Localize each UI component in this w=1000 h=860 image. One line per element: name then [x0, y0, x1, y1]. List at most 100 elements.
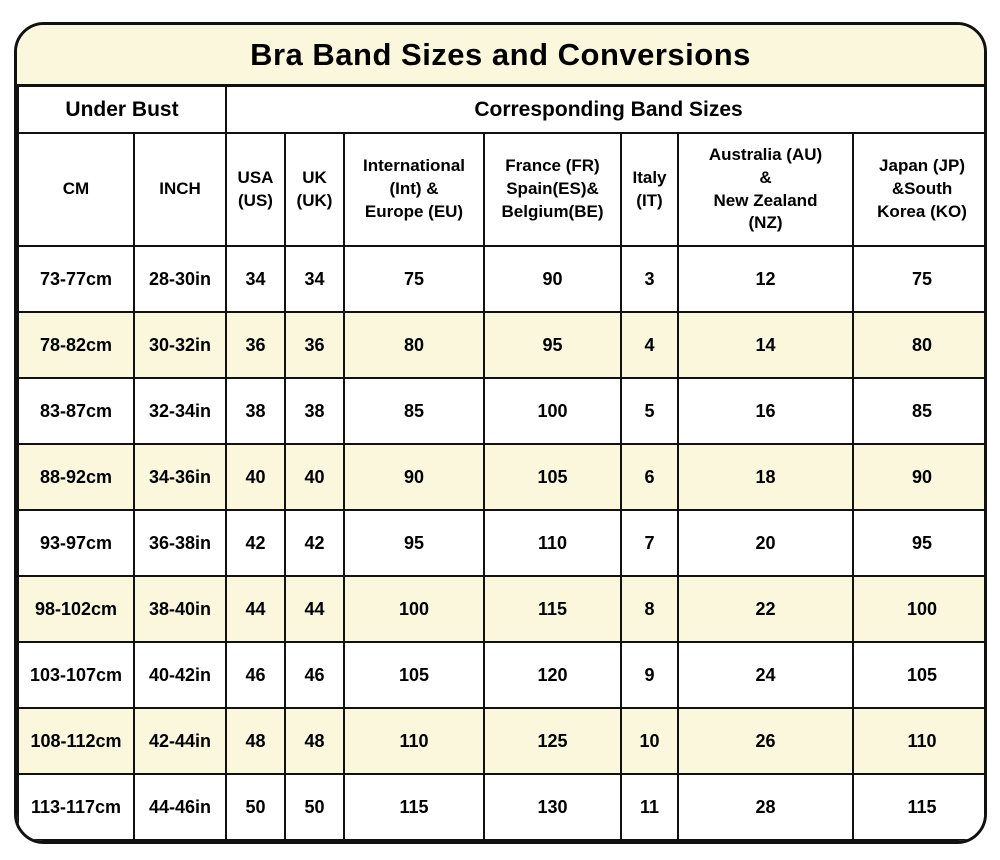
table-cell: 6	[620, 443, 679, 511]
table-cell: 105	[851, 641, 984, 709]
table-cell: 3	[620, 245, 679, 313]
table-cell: 90	[851, 443, 984, 511]
table-cell: 95	[343, 509, 485, 577]
table-cell: 73-77cm	[17, 245, 135, 313]
table-cell: 46	[284, 641, 345, 709]
table-cell: 105	[343, 641, 485, 709]
table-cell: 40-42in	[133, 641, 227, 709]
table-cell: 48	[284, 707, 345, 775]
table-cell: 80	[851, 311, 984, 379]
table-cell: 98-102cm	[17, 575, 135, 643]
table-cell: 44-46in	[133, 773, 227, 841]
table-cell: 44	[284, 575, 345, 643]
table-cell: 12	[677, 245, 854, 313]
table-row: 108-112cm 42-44in 48 48 110 125 10 26 110	[17, 707, 984, 775]
table-cell: 40	[225, 443, 286, 511]
table-cell: 26	[677, 707, 854, 775]
table-group-header-row: Under Bust Corresponding Band Sizes	[17, 85, 984, 134]
table-cell: 5	[620, 377, 679, 445]
column-header-japan-south-korea: Japan (JP) &South Korea (KO)	[851, 132, 984, 247]
table-cell: 130	[483, 773, 622, 841]
group-header-under-bust: Under Bust	[17, 85, 227, 134]
table-cell: 100	[851, 575, 984, 643]
table-cell: 38	[284, 377, 345, 445]
table-cell: 95	[483, 311, 622, 379]
table-cell: 110	[851, 707, 984, 775]
table-row: 103-107cm 40-42in 46 46 105 120 9 24 105	[17, 641, 984, 709]
table-cell: 105	[483, 443, 622, 511]
table-cell: 42	[225, 509, 286, 577]
column-header-uk: UK (UK)	[284, 132, 345, 247]
table-cell: 115	[343, 773, 485, 841]
table-cell: 103-107cm	[17, 641, 135, 709]
column-header-usa: USA (US)	[225, 132, 286, 247]
table-cell: 110	[343, 707, 485, 775]
table-cell: 9	[620, 641, 679, 709]
table-cell: 115	[851, 773, 984, 841]
table-cell: 113-117cm	[17, 773, 135, 841]
table-cell: 16	[677, 377, 854, 445]
table-cell: 50	[225, 773, 286, 841]
column-header-international-europe: International (Int) & Europe (EU)	[343, 132, 485, 247]
column-header-inch: INCH	[133, 132, 227, 247]
table-cell: 38-40in	[133, 575, 227, 643]
table-cell: 78-82cm	[17, 311, 135, 379]
column-header-australia-new-zealand: Australia (AU) & New Zealand (NZ)	[677, 132, 854, 247]
table-cell: 115	[483, 575, 622, 643]
table-cell: 83-87cm	[17, 377, 135, 445]
table-cell: 110	[483, 509, 622, 577]
table-row: 113-117cm 44-46in 50 50 115 130 11 28 115	[17, 773, 984, 841]
table-cell: 46	[225, 641, 286, 709]
table-row: 98-102cm 38-40in 44 44 100 115 8 22 100	[17, 575, 984, 643]
table-row: 83-87cm 32-34in 38 38 85 100 5 16 85	[17, 377, 984, 445]
table-cell: 120	[483, 641, 622, 709]
table-cell: 22	[677, 575, 854, 643]
table-cell: 11	[620, 773, 679, 841]
table-cell: 125	[483, 707, 622, 775]
group-header-band-sizes: Corresponding Band Sizes	[224, 85, 984, 134]
table-cell: 36	[225, 311, 286, 379]
table-cell: 24	[677, 641, 854, 709]
table-cell: 75	[851, 245, 984, 313]
table-cell: 93-97cm	[17, 509, 135, 577]
table-cell: 34	[284, 245, 345, 313]
table-cell: 90	[483, 245, 622, 313]
table-cell: 32-34in	[133, 377, 227, 445]
table-cell: 85	[851, 377, 984, 445]
table-cell: 38	[225, 377, 286, 445]
table-column-header-row: CM INCH USA (US) UK (UK) International (…	[17, 132, 984, 247]
table-cell: 100	[343, 575, 485, 643]
table-cell: 42	[284, 509, 345, 577]
table-row: 88-92cm 34-36in 40 40 90 105 6 18 90	[17, 443, 984, 511]
table-cell: 90	[343, 443, 485, 511]
column-header-cm: CM	[17, 132, 135, 247]
table-cell: 44	[225, 575, 286, 643]
table-cell: 50	[284, 773, 345, 841]
table-cell: 34-36in	[133, 443, 227, 511]
table-cell: 88-92cm	[17, 443, 135, 511]
table-cell: 75	[343, 245, 485, 313]
table-body: 73-77cm 28-30in 34 34 75 90 3 12 75 78-82cm 30-32i…	[17, 245, 984, 841]
table-cell: 95	[851, 509, 984, 577]
table-cell: 30-32in	[133, 311, 227, 379]
table-row: 93-97cm 36-38in 42 42 95 110 7 20 95	[17, 509, 984, 577]
table-cell: 80	[343, 311, 485, 379]
table-cell: 36-38in	[133, 509, 227, 577]
table-cell: 18	[677, 443, 854, 511]
table-cell: 28	[677, 773, 854, 841]
table-cell: 40	[284, 443, 345, 511]
table-cell: 28-30in	[133, 245, 227, 313]
table-cell: 4	[620, 311, 679, 379]
table-cell: 14	[677, 311, 854, 379]
table-cell: 85	[343, 377, 485, 445]
table-row: 73-77cm 28-30in 34 34 75 90 3 12 75	[17, 245, 984, 313]
table-cell: 42-44in	[133, 707, 227, 775]
table-cell: 8	[620, 575, 679, 643]
column-header-france-spain-belgium: France (FR) Spain(ES)& Belgium(BE)	[483, 132, 622, 247]
table-cell: 36	[284, 311, 345, 379]
table-cell: 20	[677, 509, 854, 577]
table-cell: 48	[225, 707, 286, 775]
column-header-italy: Italy (IT)	[620, 132, 679, 247]
table-cell: 100	[483, 377, 622, 445]
bra-band-size-conversion-card: Bra Band Sizes and Conversions Under Bus…	[14, 22, 987, 844]
